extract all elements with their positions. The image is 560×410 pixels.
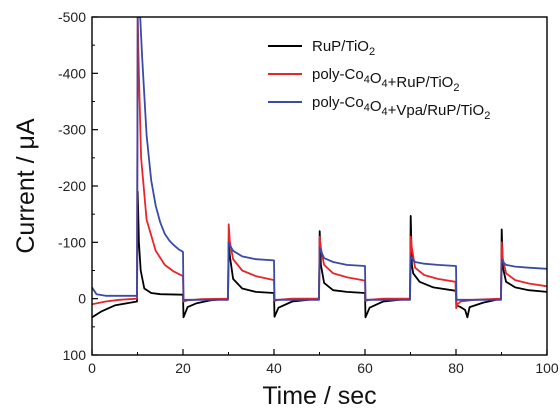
legend-label: poly-Co4O4+Vpa/RuP/TiO2 [312,94,490,122]
series-line-3 [92,17,547,301]
y-tick-label: -400 [58,65,86,81]
y-tick-label: -300 [58,122,86,138]
series-line-2 [92,17,547,310]
series-layer [92,17,547,319]
y-axis-title: Current / μA [12,118,40,254]
x-tick-label: 100 [535,360,559,376]
y-tick-label: -200 [58,178,86,194]
x-axis-title: Time / sec [262,382,376,410]
y-tick-label: -100 [58,234,86,250]
legend-label: RuP/TiO2 [312,38,375,58]
y-tick-label: 0 [78,291,86,307]
x-tick-label: 20 [175,360,191,376]
x-tick-label: 80 [448,360,464,376]
series-line-1 [92,190,547,319]
y-tick-label: 100 [63,347,87,363]
x-tick-label: 40 [266,360,282,376]
y-tick-label: -500 [58,9,86,25]
x-tick-label: 60 [357,360,373,376]
x-tick-label: 0 [88,360,96,376]
legend-label: poly-Co4O4+RuP/TiO2 [312,66,459,94]
legend: RuP/TiO2 poly-Co4O4+RuP/TiO2poly-Co4O4+Vp… [268,38,490,122]
